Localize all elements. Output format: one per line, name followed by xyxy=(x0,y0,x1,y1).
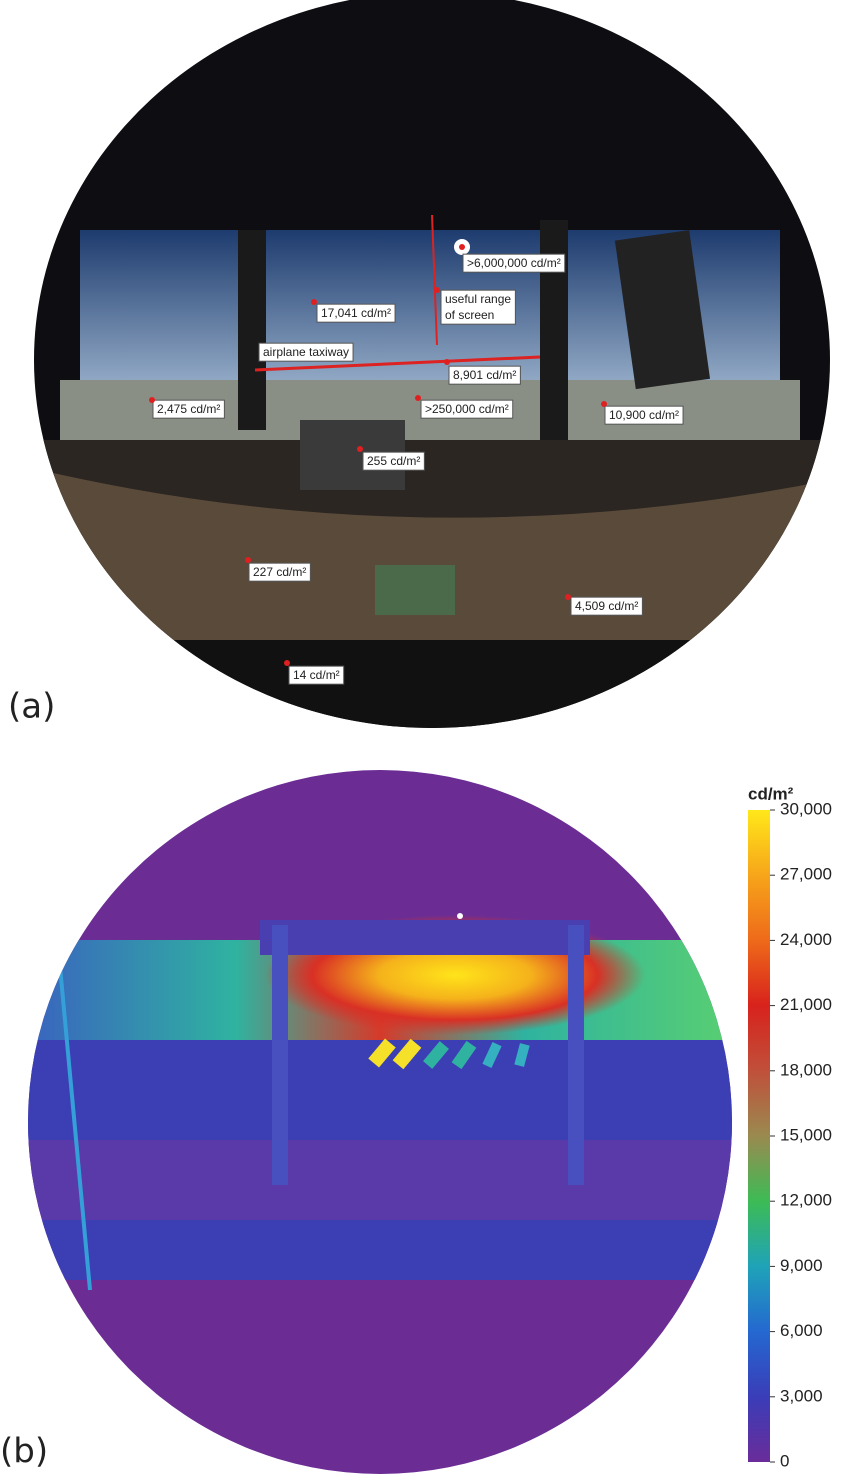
tick-label: 9,000 xyxy=(780,1256,823,1275)
tick-label: 27,000 xyxy=(780,865,832,884)
annotation: 17,041 cd/m² xyxy=(321,306,391,320)
tick-label: 6,000 xyxy=(780,1321,823,1340)
annotation: airplane taxiway xyxy=(263,345,349,359)
annotation-point xyxy=(149,397,155,403)
annotation: 10,900 cd/m² xyxy=(609,408,679,422)
annotation-point xyxy=(415,395,421,401)
luminance-map xyxy=(0,760,740,1478)
photo xyxy=(0,0,865,740)
annotation: 14 cd/m² xyxy=(293,668,340,682)
figure: >6,000,000 cd/m²17,041 cd/m²useful range… xyxy=(0,0,865,1478)
annotation: 227 cd/m² xyxy=(253,565,306,579)
annotation: 255 cd/m² xyxy=(367,454,420,468)
annotation: >6,000,000 cd/m² xyxy=(467,256,561,270)
annotation-point xyxy=(311,299,317,305)
annotation-point xyxy=(444,359,450,365)
panel-label: (b) xyxy=(0,1432,48,1472)
annotation-point xyxy=(357,446,363,452)
annotation: >250,000 cd/m² xyxy=(425,402,509,416)
tick-label: 24,000 xyxy=(780,930,832,949)
tick-label: 12,000 xyxy=(780,1191,832,1210)
tick-label: 18,000 xyxy=(780,1060,832,1079)
panel-label: (a) xyxy=(8,687,55,727)
annotation-point xyxy=(565,594,571,600)
annotation-point xyxy=(245,557,251,563)
page: >6,000,000 cd/m²17,041 cd/m²useful range… xyxy=(0,0,865,1478)
annotation-point xyxy=(459,244,465,250)
colorbar xyxy=(748,810,770,1462)
annotation: 8,901 cd/m² xyxy=(453,368,516,382)
tick-label: 15,000 xyxy=(780,1125,832,1144)
annotation: 4,509 cd/m² xyxy=(575,599,638,613)
tick-label: 3,000 xyxy=(780,1386,823,1405)
annotation: 2,475 cd/m² xyxy=(157,402,220,416)
annotation-point xyxy=(601,401,607,407)
tick-label: 21,000 xyxy=(780,995,832,1014)
annotation-point xyxy=(434,287,440,293)
tick-label: 30,000 xyxy=(780,799,832,818)
annotation-point xyxy=(284,660,290,666)
tick-label: 0 xyxy=(780,1451,789,1470)
